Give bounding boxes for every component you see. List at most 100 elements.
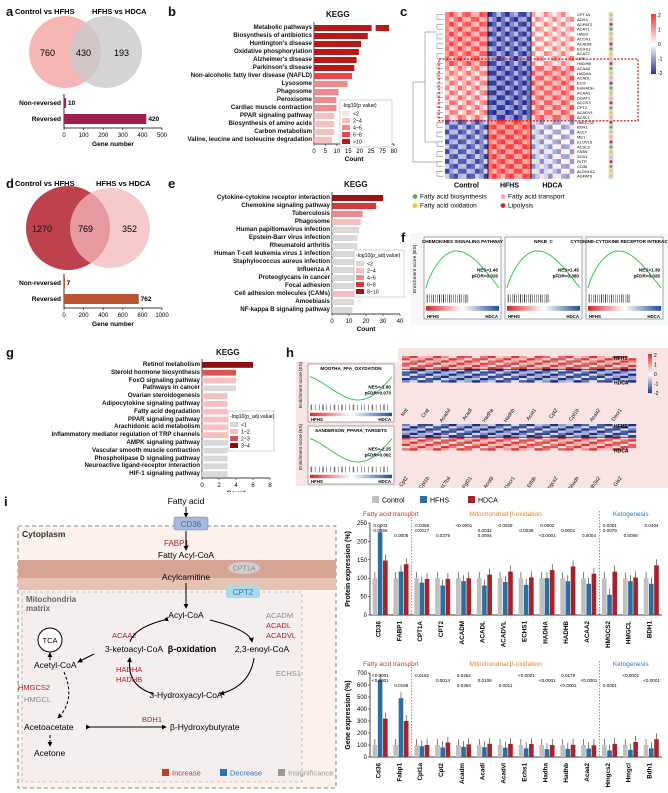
arrow [77,653,95,663]
heatmap-cell [513,173,519,179]
heatmap-cell [466,21,471,27]
heatmap-cell [475,51,480,57]
heatmap-cell [475,124,480,130]
heatmap-cell [565,375,574,379]
heatmap-cell [449,114,454,120]
heatmap-cell [448,378,457,381]
heatmap-cell [409,362,418,365]
scale-step [651,72,656,75]
heatmap-cell [509,124,514,130]
heatmap-cell [500,95,506,101]
heatmap-cell [573,441,582,444]
heatmap-cell [453,139,459,145]
heatmap-cell [466,110,471,116]
heatmap-cell [511,371,520,374]
heatmap-cell [488,105,493,111]
dendrogram-branch [436,53,443,59]
heatmap-cell [561,105,566,111]
heatmap-cell [483,70,489,76]
heatmap-cell [466,124,471,130]
heatmap-cell [550,424,559,427]
heatmap-cell [453,16,459,22]
scale-step [648,385,652,387]
heatmap-cell [500,41,506,47]
heatmap-cell [548,80,553,86]
heatmap-cell [433,375,442,379]
heatmap-cell [604,448,613,451]
gsea-curve [309,438,393,463]
heatmap-cell [488,95,493,101]
heatmap-cell [604,364,613,368]
p-value-label: 0.0252 [457,673,471,678]
heatmap-cell [548,26,553,32]
heatmap-cell [500,129,506,135]
heatmap-cell [445,114,450,120]
gene-label: ACAT1 [577,27,590,32]
heatmap-cell [509,119,514,125]
heatmap-cell [448,428,457,431]
heatmap-cell [492,149,497,155]
kegg-bar [314,129,335,135]
heatmap-cell [531,95,536,101]
heatmap-cell [526,356,535,359]
heatmap-cell [531,114,536,120]
heatmap-cell [448,375,457,379]
x-tick-label: 400 [98,313,109,319]
heatmap-cell [526,85,532,91]
kegg-term-label: Human papillomavirus infection [236,226,330,233]
heatmap-cell [620,428,629,431]
gsea-title: CYTOKINE-CYTOKINE RECEPTOR INTERACTION [570,239,668,244]
heatmap-cell [495,358,504,361]
acaa2-label: ACAA2 [112,631,137,640]
heatmap-cell [479,90,484,96]
scale-tick: 0 [654,372,657,378]
heatmap-cell [535,51,540,57]
pathway-dot [609,18,613,21]
heatmap-cell [543,100,549,106]
pathway-dot [609,27,613,31]
heatmap-cell [531,12,536,18]
heatmap-cell [449,26,454,32]
heatmap-cell [492,95,497,101]
gsea-curve [309,376,393,401]
heatmap-cell [513,85,519,91]
legend-title: -log10(p value) [342,103,377,109]
heatmap-cell [565,119,570,125]
heatmap-cell [509,144,514,150]
heatmap-cell [433,378,442,381]
heatmap-cell [475,41,480,47]
heatmap-cell [612,378,621,381]
y-tick-label: 300 [357,719,368,725]
heatmap-cell [475,110,480,116]
gsea-nes: NES=1.45 [558,267,580,272]
heatmap-cell [470,41,476,47]
p-value-label: <0.0001 [539,678,556,683]
heatmap-cell [496,16,502,22]
heatmap-cell [479,119,484,125]
heatmap-cell [556,31,562,37]
p-value-label: 0.0004 [478,533,492,538]
heatmap-cell [503,435,512,438]
heatmap-cell [472,426,481,429]
heatmap-cell [519,432,527,436]
heatmap-cell [556,168,562,174]
scale-step [648,363,652,365]
bar-control [622,578,628,615]
heatmap-cell [496,65,502,71]
cd36-box [173,516,209,531]
heatmap-cell [409,358,418,361]
heatmap-cell [543,124,549,130]
scale-step [651,39,656,42]
heatmap-cell [480,358,488,361]
heatmap-cell [518,105,523,111]
heatmap-cell [505,16,510,22]
heatmap-cell [522,95,527,101]
venn-d-left-only: 1270 [32,224,52,234]
section-label: Ketogenesis [613,511,650,518]
legend-label: >10 [353,140,362,146]
legend-dot [500,203,506,209]
heatmap-cell [475,114,480,120]
dendrogram-branch [436,33,443,40]
